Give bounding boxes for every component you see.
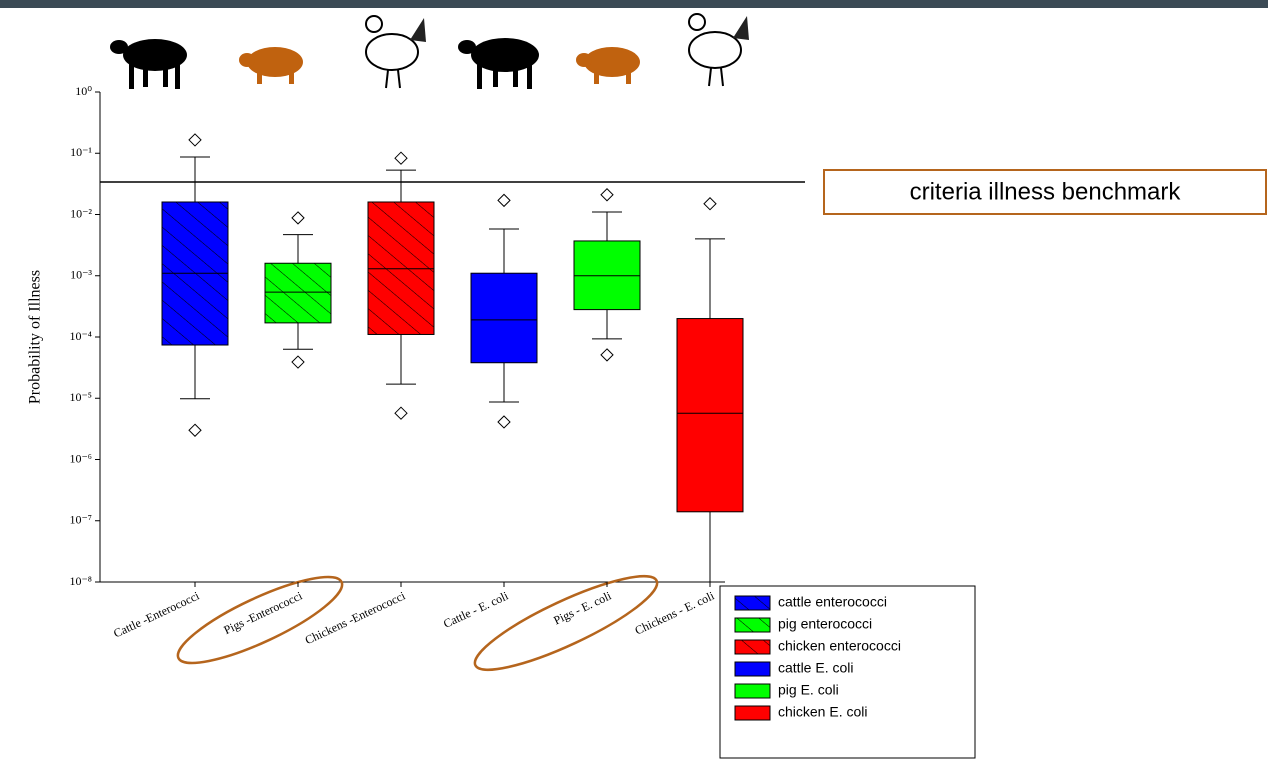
legend-label: cattle enterococci [778, 594, 887, 610]
outlier [600, 348, 614, 362]
legend-label: cattle E. coli [778, 660, 853, 676]
box-hatch [265, 263, 331, 323]
outlier [291, 211, 305, 225]
box [470, 272, 538, 364]
y-axis-label: Probability of Illness [27, 270, 44, 404]
box-hatch [368, 201, 434, 335]
x-tick-label: Cattle - E. coli [441, 588, 511, 631]
legend-swatch [734, 683, 771, 699]
legend-label: pig E. coli [778, 682, 839, 698]
legend-hatch [735, 640, 770, 654]
y-tick-label: 10⁰ [75, 84, 92, 98]
legend-label: chicken E. coli [778, 704, 867, 720]
y-tick-label: 10⁻⁴ [69, 329, 92, 343]
y-tick-label: 10⁻⁵ [69, 390, 92, 404]
animal-icons [110, 13, 749, 89]
x-tick-label: Chickens - E. coli [633, 588, 717, 637]
outlier [497, 415, 511, 429]
y-tick-label: 10⁻³ [70, 268, 92, 282]
x-tick-label: Chickens -Enterococci [303, 588, 408, 647]
outlier [394, 151, 408, 165]
outlier [188, 423, 202, 437]
outlier [188, 133, 202, 147]
outlier [394, 406, 408, 420]
legend-swatch [734, 661, 771, 677]
top-bar [0, 0, 1268, 8]
legend-label: chicken enterococci [778, 638, 901, 654]
benchmark-label: criteria illness benchmark [910, 178, 1182, 205]
x-tick-label: Cattle -Enterococci [111, 588, 202, 640]
y-tick-label: 10⁻¹ [70, 145, 92, 159]
benchmark-box [823, 169, 1267, 215]
legend-label: pig enterococci [778, 616, 872, 632]
y-tick-label: 10⁻⁷ [69, 513, 92, 527]
box [676, 318, 744, 513]
outlier [600, 188, 614, 202]
outlier [703, 197, 717, 211]
outlier [291, 355, 305, 369]
legend-hatch [735, 618, 770, 632]
outlier [497, 193, 511, 208]
legend-swatch [734, 705, 771, 721]
y-tick-label: 10⁻⁶ [69, 451, 92, 465]
legend-hatch [735, 596, 770, 610]
x-tick-label: Pigs - E. coli [551, 588, 614, 627]
y-tick-label: 10⁻² [70, 206, 92, 220]
highlight-ellipse [176, 575, 344, 665]
y-tick-label: 10⁻⁸ [69, 574, 92, 588]
highlight-ellipse [473, 575, 659, 671]
